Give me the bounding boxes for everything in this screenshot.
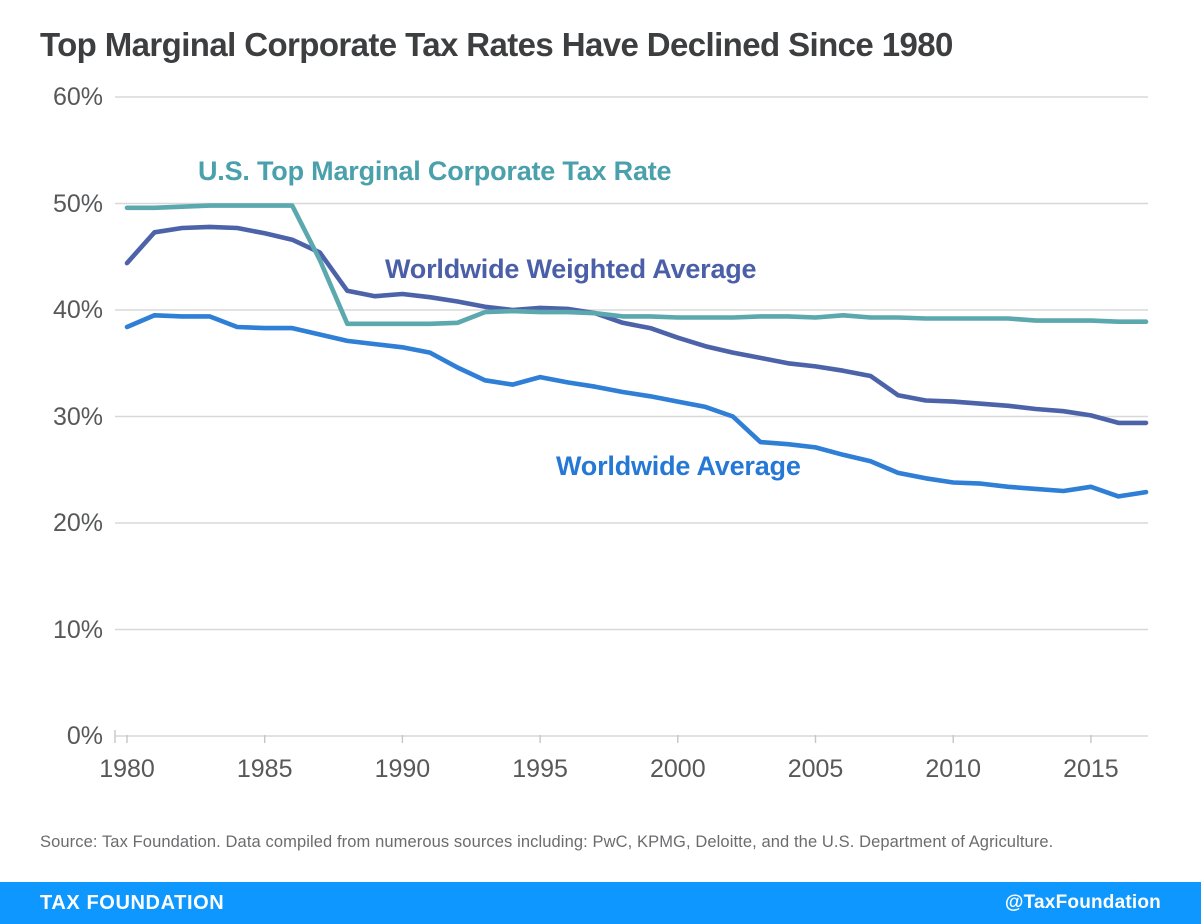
footer-brand: TAX FOUNDATION [40,891,225,914]
y-tick-label-50%: 50% [52,189,103,218]
chart-area [114,96,1149,743]
x-tick-label-2000: 2000 [649,755,706,783]
y-tick-label-10%: 10% [52,615,103,644]
y-tick-label-20%: 20% [52,509,103,537]
y-tick-label-0%: 0% [66,722,103,750]
series-label-worldwide-weighted-average: Worldwide Weighted Average [385,254,757,284]
line-worldwide-weighted-average [124,224,1149,426]
line-worldwide-average [124,312,1149,499]
x-tick-label-1985: 1985 [236,755,293,783]
page-title: Top Marginal Corporate Tax Rates Have De… [40,26,953,63]
x-tick-label-1980: 1980 [99,755,155,783]
x-tick-label-1995: 1995 [512,755,568,783]
series-label-us-top-marginal: U.S. Top Marginal Corporate Tax Rate [198,156,672,186]
y-tick-label-30%: 30% [52,402,103,431]
line-us-top-marginal [124,203,1149,327]
x-tick-label-1990: 1990 [374,755,431,783]
series-label-worldwide-average: Worldwide Average [556,451,801,481]
source-note: Source: Tax Foundation. Data compiled fr… [40,833,1054,851]
footer-bar: TAX FOUNDATION @TaxFoundation [0,882,1201,924]
x-tick-label-2015: 2015 [1063,755,1119,783]
y-tick-label-60%: 60% [52,83,103,111]
x-tick-label-2005: 2005 [787,755,844,783]
footer-twitter-handle: @TaxFoundation [1004,892,1161,913]
y-tick-label-40%: 40% [52,296,103,324]
x-tick-label-2010: 2010 [925,755,982,783]
